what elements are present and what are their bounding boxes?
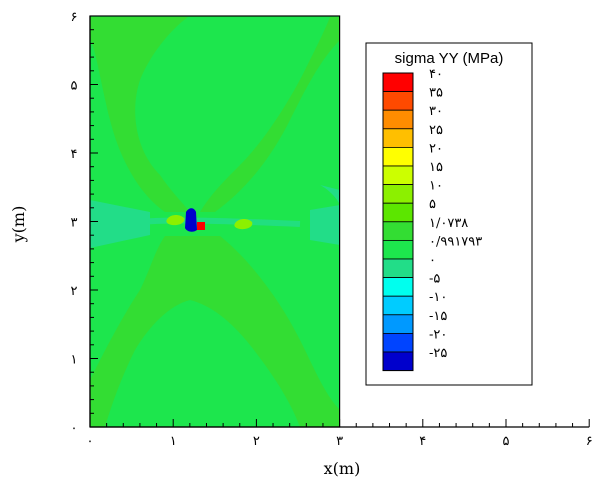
legend: sigma YY (MPa)۴۰ ۳۵ ۳۰ ۲۵ ۲۰ ۱۵ ۱۰ ۵ ۱/۰۷۳۸ ۰/۹۹۱… — [365, 42, 533, 386]
axes: ۰ ۱ ۲ ۳ ۴ ۵ ۶ ۰ ۱ ۲ ۳ ۴ ۵ ۶ — [71, 10, 593, 449]
legend-swatch — [382, 239, 414, 260]
legend-swatch — [382, 109, 414, 130]
y-tick-label: ۱ — [71, 353, 78, 368]
legend-label: ۳۵ — [429, 86, 443, 101]
legend-label: ۵ — [429, 197, 436, 212]
legend-swatch — [382, 184, 414, 204]
x-tick-label: ۶ — [586, 434, 593, 449]
y-tick-label: ۶ — [71, 10, 78, 25]
x-tick-label: ۳ — [336, 434, 343, 449]
legend-label: ۳۰ — [429, 104, 443, 119]
legend-label: ۰/۹۹۱۷۹۳ — [429, 234, 482, 249]
legend-label: ۱۵ — [429, 160, 443, 175]
legend-swatch — [382, 314, 414, 334]
legend-label: ۴۰ — [429, 67, 443, 82]
contour-region-crack-spot — [166, 215, 253, 230]
legend-title: sigma YY (MPa) — [395, 50, 504, 67]
legend-label: -۱۰ — [429, 290, 447, 305]
y-axis-title: y(m) — [9, 206, 28, 244]
legend-label: ۱/۰۷۳۸ — [429, 216, 468, 231]
x-tick-label: ۲ — [253, 434, 260, 449]
legend-swatch — [382, 295, 414, 316]
legend-swatch — [382, 332, 414, 353]
legend-label: ۰ — [429, 253, 436, 268]
x-axis-title: x(m) — [324, 459, 361, 477]
contour-region-crack-tip-max — [197, 222, 205, 230]
legend-swatch — [382, 277, 414, 297]
y-tick-label: ۰ — [71, 421, 78, 436]
legend-label: -۱۵ — [429, 309, 447, 324]
legend-label: ۲۰ — [429, 141, 443, 156]
contour-region-side-band — [90, 185, 340, 248]
contour-region-crack-tip-min — [185, 208, 197, 232]
contour-region-upper-lobe — [90, 17, 340, 212]
legend-swatch — [382, 128, 414, 148]
legend-swatch — [382, 72, 414, 93]
legend-swatch — [382, 202, 414, 223]
legend-swatch — [382, 165, 414, 186]
contour-field — [90, 16, 340, 427]
legend-label: ۱۰ — [429, 179, 443, 194]
legend-swatch — [382, 221, 414, 241]
legend-swatch — [382, 258, 414, 279]
crack-band — [139, 217, 301, 227]
y-tick-label: ۳ — [71, 216, 78, 231]
legend-label: ۲۵ — [429, 123, 443, 138]
x-tick-label: ۱ — [170, 434, 177, 449]
x-tick-label: ۴ — [419, 434, 426, 449]
legend-colorbar-frame — [382, 72, 414, 372]
contour-region-lower-lobe — [90, 236, 340, 427]
x-tick-label: ۰ — [87, 434, 94, 449]
y-tick-label: ۲ — [71, 284, 78, 299]
y-tick-label: ۵ — [71, 79, 78, 94]
legend-swatch — [382, 91, 414, 111]
x-tick-label: ۵ — [503, 434, 510, 449]
legend-label: -۲۵ — [429, 346, 447, 361]
legend-swatch — [382, 146, 414, 167]
legend-label: -۵ — [429, 272, 440, 287]
legend-label: -۲۰ — [429, 327, 447, 342]
y-tick-label: ۴ — [71, 147, 78, 162]
legend-swatch — [382, 351, 414, 372]
